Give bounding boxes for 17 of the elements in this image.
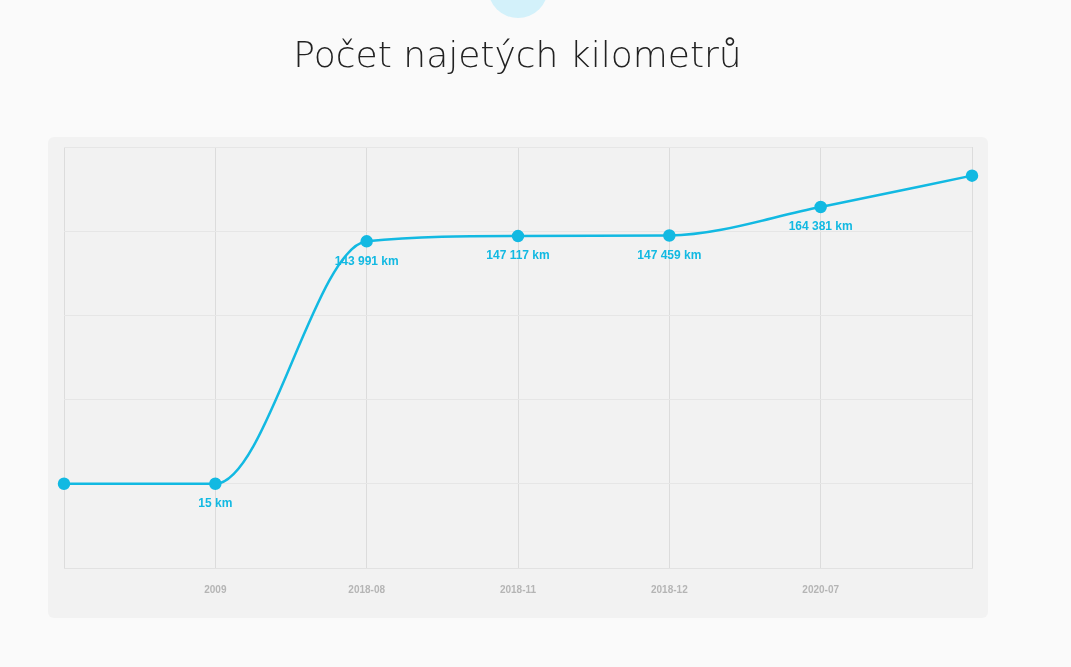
x-tick-label: 2018-12 bbox=[650, 583, 689, 595]
point bbox=[360, 235, 373, 248]
point bbox=[814, 200, 827, 214]
point bbox=[663, 229, 676, 242]
point bbox=[965, 169, 979, 182]
data-label: 15 km bbox=[198, 496, 233, 511]
x-tick-label: 2020-07 bbox=[802, 583, 840, 595]
chart-title: Počet najetých kilometrů bbox=[292, 34, 743, 75]
x-tick-label: 2009 bbox=[204, 583, 227, 595]
x-tick-label: 2018-11 bbox=[499, 583, 537, 595]
point bbox=[57, 477, 71, 491]
data-label: 164 381 km bbox=[788, 219, 853, 234]
point bbox=[511, 229, 525, 243]
x-tick-label: 2018-08 bbox=[348, 583, 386, 595]
data-label: 147 459 km bbox=[637, 247, 702, 262]
data-label: 147 117 km bbox=[486, 248, 550, 263]
point bbox=[209, 477, 222, 491]
